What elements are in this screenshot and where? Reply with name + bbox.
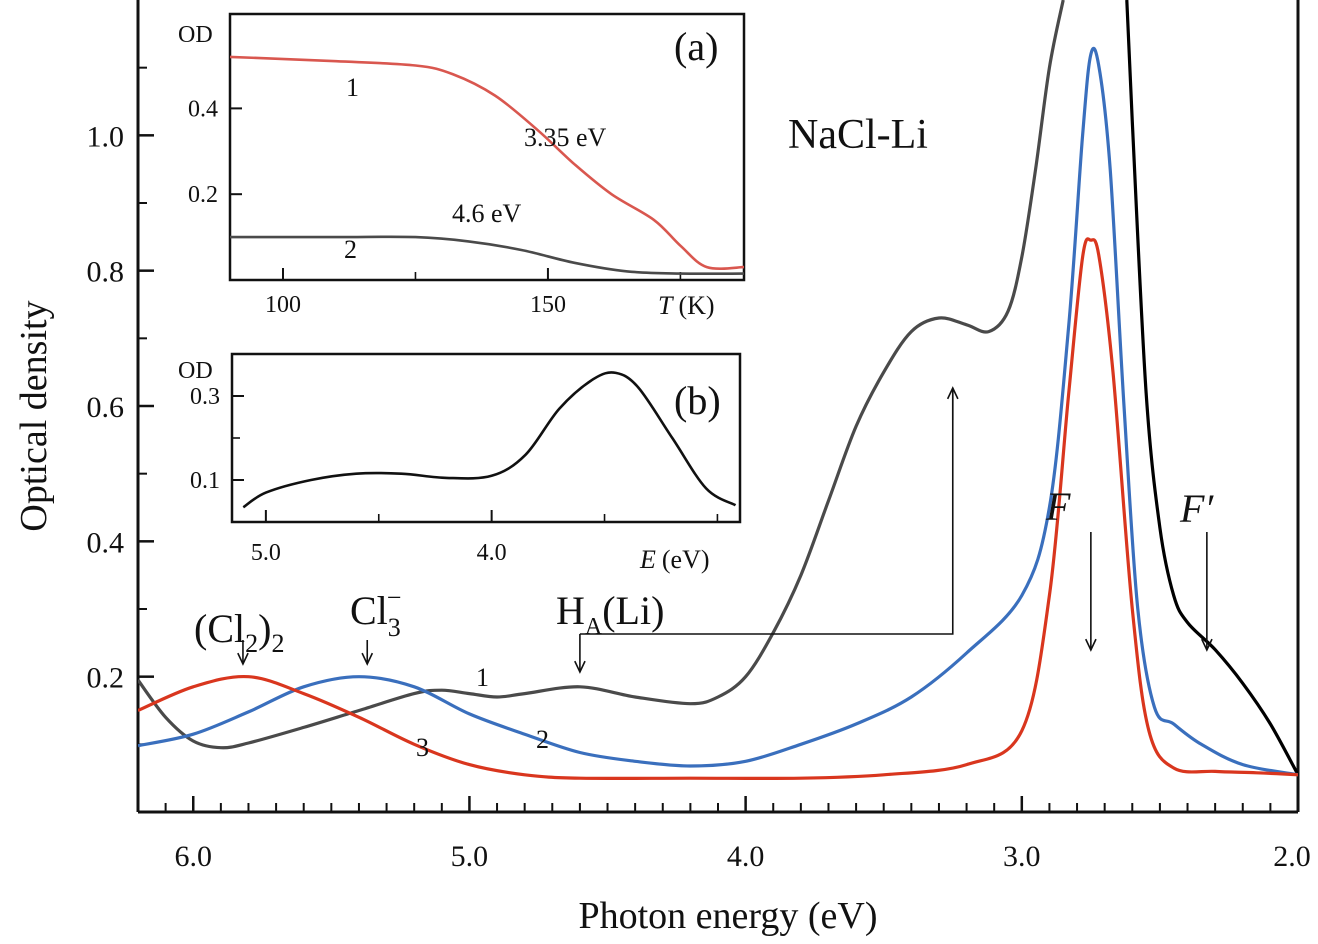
inset-b-xlabel: E (eV) [639,545,710,574]
inset-a-frame [228,12,746,282]
main-ytick-label-4: 1.0 [87,120,125,153]
inset-b-panel-label: (b) [674,378,721,423]
main-series-line-2 [138,46,1298,777]
inset-a-curve2-energy: 4.6 eV [452,199,522,228]
inset-a-curve1-energy: 3.35 eV [524,123,607,152]
main-series-line-1 [1125,0,1298,776]
annotation-f-prime: F′ [1179,486,1214,531]
inset-a-ylabel: OD [178,22,213,48]
inset-a-series-line-1 [230,235,745,276]
main-ytick-label-0: 0.2 [87,662,125,695]
main-xtick-label-2: 4.0 [727,840,765,873]
connector-ha-li [579,392,954,635]
main-ytick-label-3: 0.8 [87,256,125,289]
inset-a-ytick-label-1: 0.4 [188,96,218,122]
annotation-ha-li: HA(Li) [556,588,664,640]
inset-b-ticks: 5.0 4.0 0.1 0.3 [190,384,719,566]
inset-a-series-line-0 [229,55,745,270]
main-labels: Photon energy (eV) Optical density NaCl-… [13,112,928,937]
arrow-cl2-dimer-head [237,652,249,666]
inset-b-series-line-0 [242,371,737,509]
inset-b-xtick-label-1: 4.0 [477,540,507,566]
arrow-ha-li-head [574,660,586,674]
main-ticks: 6.0 5.0 4.0 3.0 2.0 0.2 0.4 0.6 0.8 1.0 [87,66,1311,873]
main-ytick-label-2: 0.6 [87,391,125,424]
main-xtick-label-4: 2.0 [1273,840,1311,873]
inset-a-ytick-label-0: 0.2 [188,182,218,208]
main-ylabel: Optical density [13,300,55,531]
inset-a: 100 150 0.2 0.4 (a) OD T (K) 1 3.35 eV 2 4.6… [178,12,746,320]
main-series-line-0 [138,0,1065,750]
main-xtick-label-0: 6.0 [174,840,212,873]
series-label-2: 2 [536,725,549,754]
annotation-arrows [237,386,1213,674]
inset-b-series [242,371,737,509]
arrow-cl3-head [361,652,374,666]
inset-a-panel-label: (a) [674,24,718,69]
inset-a-ticks: 100 150 0.2 0.4 [188,96,682,318]
arrow-ha-peak-head [946,386,959,400]
inset-b: 5.0 4.0 0.1 0.3 (b) OD E (eV) [178,352,742,574]
annotation-f-center: F [1045,484,1071,529]
arrow-f-prime-head [1201,638,1213,652]
inset-b-ylabel: OD [178,358,213,384]
inset-a-curve1-number: 1 [346,73,359,102]
main-ytick-label-1: 0.4 [87,526,125,559]
inset-b-xtick-label-0: 5.0 [251,540,281,566]
inset-b-ytick-label-1: 0.3 [190,384,220,410]
main-title: NaCl-Li [788,112,928,158]
main-annotations: (Cl2)2 Cl3− HA(Li) F F′ 1 2 3 [194,386,1214,762]
inset-b-frame [230,352,742,524]
series-label-3: 3 [416,733,429,762]
main-series [138,0,1298,781]
inset-a-curve2-number: 2 [344,235,357,264]
series-label-1: 1 [476,663,489,692]
inset-a-xtick-label-0: 100 [265,292,301,318]
inset-a-xlabel: T (K) [658,291,715,320]
annotation-cl3: Cl3− [350,583,401,642]
main-plot: 6.0 5.0 4.0 3.0 2.0 0.2 0.4 0.6 0.8 1.0 Photon en… [13,0,1311,937]
inset-a-xtick-label-1: 150 [530,292,566,318]
main-xtick-label-1: 5.0 [451,840,489,873]
annotation-cl2-dimer: (Cl2)2 [194,606,284,658]
main-series-line-3 [138,237,1298,781]
inset-a-series [229,55,745,276]
main-xtick-label-3: 3.0 [1003,840,1041,873]
inset-b-ytick-label-0: 0.1 [190,468,220,494]
main-xlabel: Photon energy (eV) [578,895,877,937]
arrow-f-center-head [1085,638,1097,652]
